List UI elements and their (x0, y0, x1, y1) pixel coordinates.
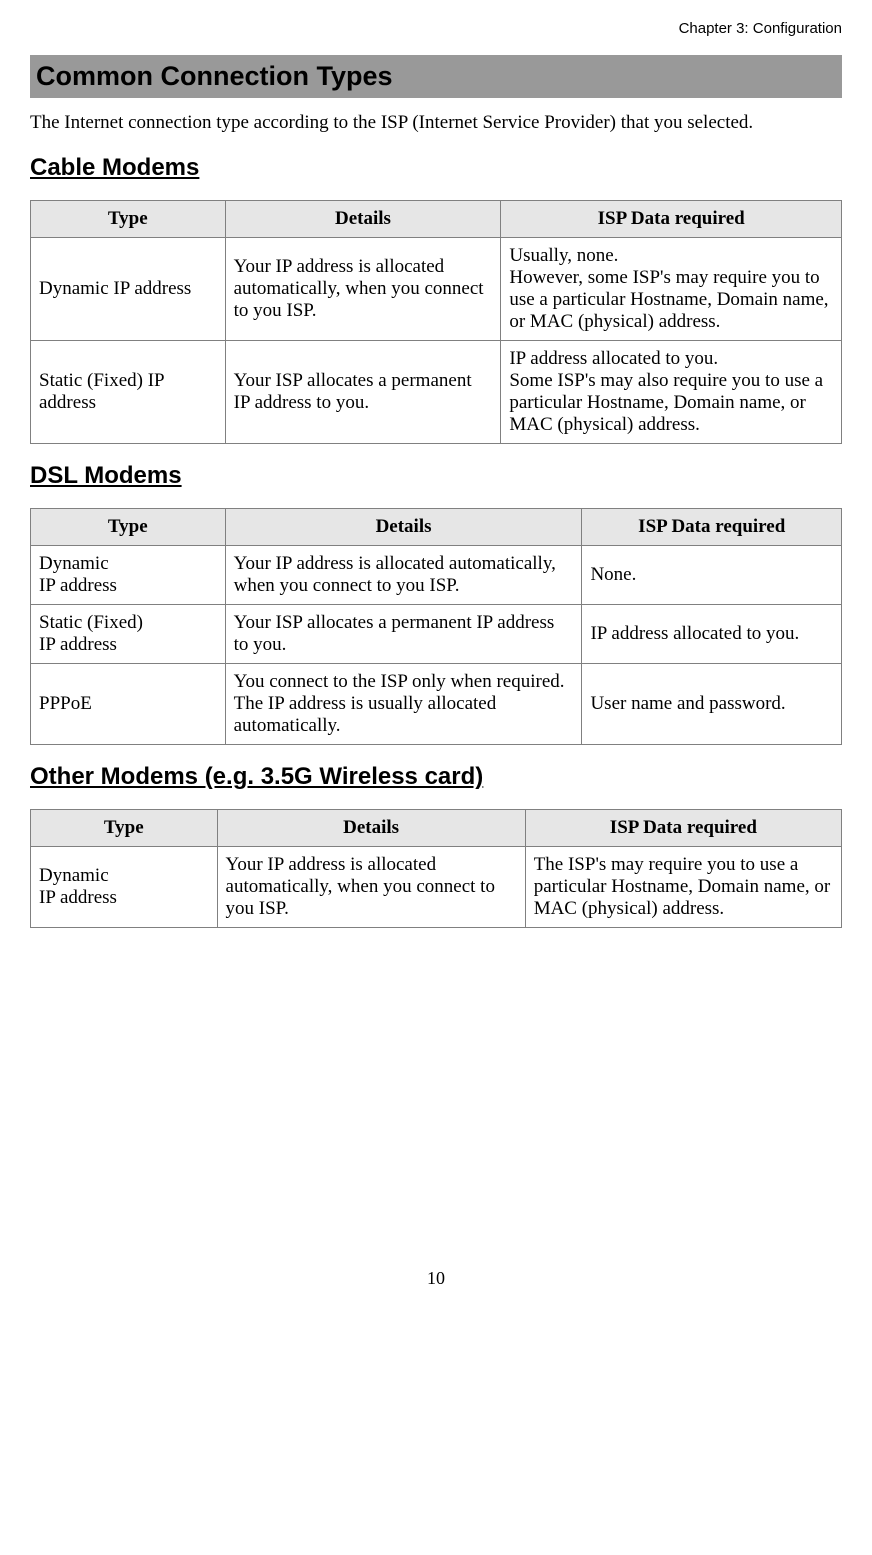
cell-details: Your IP address is allocated automatical… (225, 546, 582, 605)
table-header-row: Type Details ISP Data required (31, 509, 842, 546)
cell-isp: None. (582, 546, 842, 605)
table-row: Dynamic IP address Your IP address is al… (31, 847, 842, 928)
th-type: Type (31, 509, 226, 546)
table-cable-modems: Type Details ISP Data required Dynamic I… (30, 200, 842, 444)
cell-isp: IP address allocated to you. (582, 605, 842, 664)
section-heading-dsl: DSL Modems (30, 462, 842, 490)
cell-details: Your IP address is allocated automatical… (225, 238, 501, 341)
table-header-row: Type Details ISP Data required (31, 810, 842, 847)
cell-details: Your ISP allocates a permanent IP addres… (225, 341, 501, 444)
th-details: Details (225, 201, 501, 238)
cell-type: Dynamic IP address (31, 546, 226, 605)
cell-details: You connect to the ISP only when require… (225, 664, 582, 745)
cell-isp: Usually, none. However, some ISP's may r… (501, 238, 842, 341)
section-heading-other: Other Modems (e.g. 3.5G Wireless card) (30, 763, 842, 791)
cell-type: Dynamic IP address (31, 847, 218, 928)
cell-type: Dynamic IP address (31, 238, 226, 341)
th-isp: ISP Data required (525, 810, 841, 847)
table-row: Dynamic IP address Your IP address is al… (31, 546, 842, 605)
th-details: Details (225, 509, 582, 546)
th-type: Type (31, 201, 226, 238)
table-row: Static (Fixed) IP address Your ISP alloc… (31, 341, 842, 444)
table-row: Static (Fixed) IP address Your ISP alloc… (31, 605, 842, 664)
th-type: Type (31, 810, 218, 847)
cell-details: Your ISP allocates a permanent IP addres… (225, 605, 582, 664)
th-isp: ISP Data required (501, 201, 842, 238)
table-row: PPPoE You connect to the ISP only when r… (31, 664, 842, 745)
cell-type: Static (Fixed) IP address (31, 341, 226, 444)
intro-text: The Internet connection type according t… (30, 112, 842, 134)
section-heading-cable: Cable Modems (30, 154, 842, 182)
cell-isp: IP address allocated to you. Some ISP's … (501, 341, 842, 444)
cell-type: Static (Fixed) IP address (31, 605, 226, 664)
page-title: Common Connection Types (30, 55, 842, 98)
cell-isp: The ISP's may require you to use a parti… (525, 847, 841, 928)
cell-details: Your IP address is allocated automatical… (217, 847, 525, 928)
cell-isp: User name and password. (582, 664, 842, 745)
table-other-modems: Type Details ISP Data required Dynamic I… (30, 809, 842, 928)
table-header-row: Type Details ISP Data required (31, 201, 842, 238)
page-number: 10 (30, 1268, 842, 1289)
table-dsl-modems: Type Details ISP Data required Dynamic I… (30, 508, 842, 745)
cell-type: PPPoE (31, 664, 226, 745)
chapter-header: Chapter 3: Configuration (30, 20, 842, 37)
table-row: Dynamic IP address Your IP address is al… (31, 238, 842, 341)
th-isp: ISP Data required (582, 509, 842, 546)
th-details: Details (217, 810, 525, 847)
